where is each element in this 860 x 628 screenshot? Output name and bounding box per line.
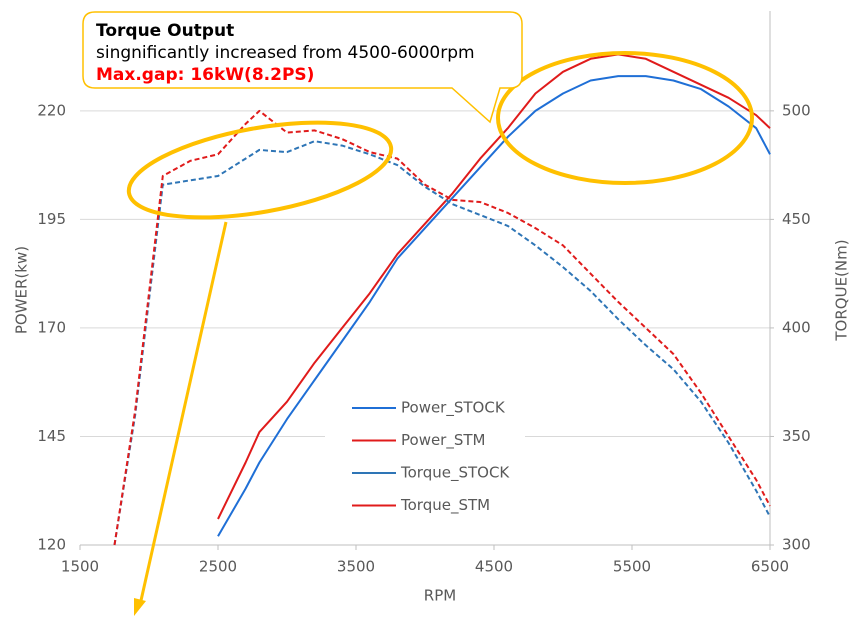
y2-axis-label: TORQUE(Nm) (833, 239, 851, 341)
legend-label: Power_STM (401, 431, 485, 450)
legend-label: Torque_STM (400, 496, 490, 515)
callout-title: Torque Output (96, 21, 234, 41)
x-tick-label: 6500 (751, 558, 789, 576)
legend-label: Torque_STOCK (400, 464, 510, 483)
highlight-ellipse (496, 51, 754, 185)
arrow (138, 221, 228, 606)
y2-tick-label: 350 (782, 427, 811, 445)
y2-tick-label: 500 (782, 101, 811, 119)
x-tick-label: 3500 (337, 558, 375, 576)
highlight-ellipse (126, 120, 394, 220)
legend-background (325, 392, 525, 522)
series-line (217, 75, 771, 537)
x-tick-label: 2500 (199, 558, 237, 576)
plot-area: 120 145 170 195 220 300 350 400 450 500 1500 2500 35… (37, 11, 811, 576)
legend-label: Power_STOCK (401, 399, 506, 418)
y-axis-label: POWER(kw) (13, 246, 31, 334)
series-line (217, 53, 771, 520)
y2-tick-label: 450 (782, 210, 811, 228)
arrow-head (134, 598, 146, 616)
callout-text: singnificantly increased from 4500-6000r… (96, 43, 475, 63)
callout (82, 11, 523, 124)
series-line (113, 140, 771, 546)
x-tick-label: 4500 (475, 558, 513, 576)
legend: Power_STOCK Power_STM Torque_STOCK Torque_S… (325, 392, 525, 522)
x-tick-label: 1500 (61, 558, 99, 576)
x-axis-label: RPM (424, 587, 456, 605)
series-line (113, 109, 771, 546)
y2-tick-label: 300 (782, 536, 811, 554)
y2-tick-label: 400 (782, 318, 811, 336)
y-tick-label: 170 (37, 318, 66, 336)
callout-highlight: Max.gap: 16kW(8.2PS) (96, 65, 314, 85)
y-tick-label: 220 (37, 101, 66, 119)
x-tick-label: 5500 (613, 558, 651, 576)
y-tick-label: 195 (37, 210, 66, 228)
y-tick-label: 145 (37, 427, 66, 445)
y-tick-label: 120 (37, 536, 66, 554)
